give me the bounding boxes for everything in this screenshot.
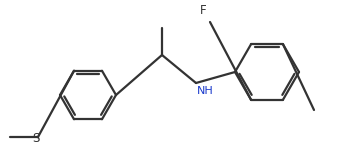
- Text: NH: NH: [197, 86, 214, 96]
- Text: S: S: [32, 132, 40, 144]
- Text: F: F: [200, 4, 206, 17]
